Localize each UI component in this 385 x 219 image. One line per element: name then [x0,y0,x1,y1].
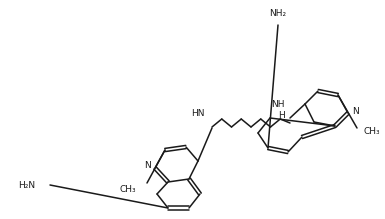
Text: N: N [144,161,151,171]
Text: NH₂: NH₂ [270,9,286,18]
Text: CH₃: CH₃ [119,184,136,194]
Text: NH
H: NH H [271,100,285,120]
Text: HN: HN [191,109,205,118]
Text: H₂N: H₂N [18,180,35,189]
Text: CH₃: CH₃ [363,127,380,136]
Text: N: N [352,106,359,115]
